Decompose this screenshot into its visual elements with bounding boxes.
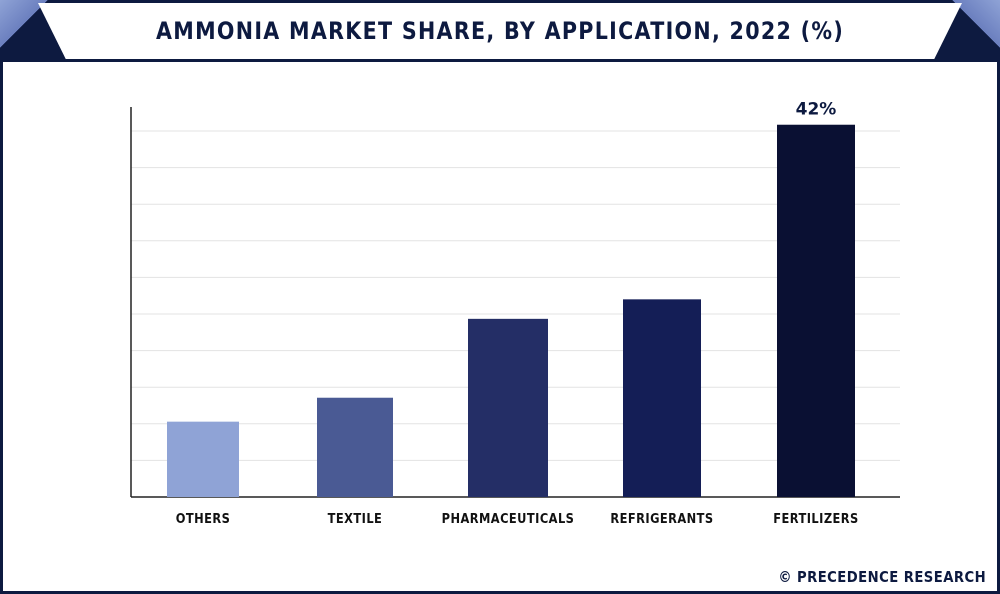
chart-title: AMMONIA MARKET SHARE, BY APPLICATION, 20… (155, 17, 845, 45)
data-label-fertilizers: 42% (796, 100, 837, 120)
corner-decoration-right (952, 0, 1000, 48)
x-tick-label-textile: TEXTILE (328, 511, 383, 526)
x-tick-label-pharmaceuticals: PHARMACEUTICALS (442, 511, 575, 526)
title-box: AMMONIA MARKET SHARE, BY APPLICATION, 20… (38, 3, 962, 59)
bar-others (167, 421, 239, 497)
bars (167, 124, 855, 498)
bar-textile (317, 397, 393, 497)
x-tick-label-fertilizers: FERTILIZERS (773, 511, 858, 526)
bar-pharmaceuticals (468, 318, 548, 497)
x-tick-label-refrigerants: REFRIGERANTS (610, 511, 713, 526)
gridlines (131, 130, 900, 461)
category-labels: OTHERS TEXTILE PHARMACEUTICALS REFRIGERANTS… (176, 100, 859, 526)
bar-fertilizers (777, 124, 855, 498)
corner-decoration-left (0, 0, 48, 48)
x-tick-label-others: OTHERS (176, 511, 231, 526)
bar-refrigerants (623, 299, 701, 497)
source-watermark: © PRECEDENCE RESEARCH (778, 568, 986, 586)
